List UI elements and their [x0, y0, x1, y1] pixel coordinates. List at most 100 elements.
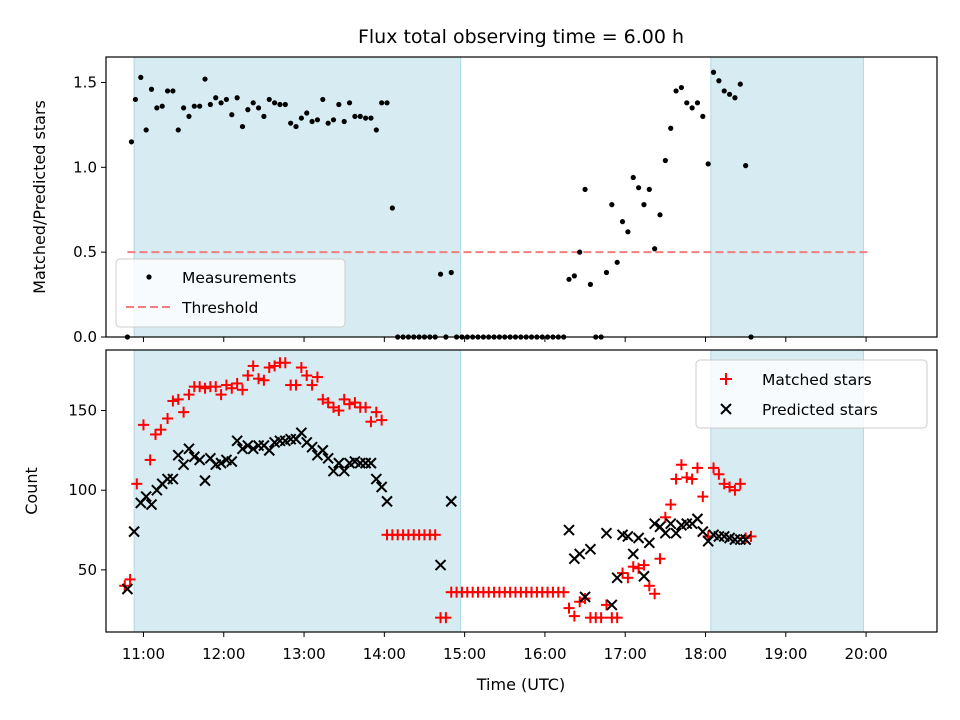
predicted-star-point	[215, 457, 227, 469]
matched-star-point	[665, 499, 677, 511]
measurement-point	[272, 100, 278, 106]
measurement-point	[154, 105, 160, 111]
y-tick-label: 0.0	[73, 328, 97, 346]
matched-star-point	[210, 381, 222, 393]
measurement-point	[191, 103, 197, 109]
matched-star-point	[649, 588, 661, 600]
y-tick-label: 50	[78, 561, 97, 579]
measurement-point	[571, 273, 577, 279]
predicted-star-point	[370, 473, 383, 485]
predicted-star-point	[322, 452, 334, 465]
measurement-point	[652, 246, 658, 252]
bottom-y-ticks: 50 100 150	[68, 402, 106, 579]
measurement-point	[304, 110, 310, 116]
legend-predicted-marker	[720, 403, 732, 415]
measurement-point	[293, 123, 299, 130]
measurement-point	[213, 95, 219, 101]
legend-predicted-label: Predicted stars	[762, 401, 878, 419]
predicted-star-point	[193, 454, 206, 466]
matched-star-point	[563, 602, 575, 614]
chart-title: Flux total observing time = 6.00 h	[358, 26, 684, 48]
measurement-point	[138, 74, 144, 80]
measurement-point	[239, 123, 246, 130]
predicted-star-point	[375, 481, 388, 493]
legend-matched-marker	[720, 373, 732, 385]
bottom-legend: Matched stars Predicted stars	[695, 359, 928, 429]
bottom-axes-frame	[105, 349, 938, 633]
measurement-point	[223, 96, 230, 103]
matched-star-point	[558, 586, 570, 598]
measurement-point	[625, 229, 631, 235]
measurement-point	[732, 95, 738, 101]
predicted-star-point	[611, 572, 623, 584]
matched-star-point	[376, 414, 388, 426]
bottom-legend-box	[695, 359, 928, 429]
measurement-point	[148, 86, 155, 92]
matched-star-point	[247, 360, 259, 372]
top-y-axis-label: Matched/Predicted stars	[30, 100, 49, 294]
matched-star-point	[670, 473, 682, 485]
measurement-point	[673, 88, 679, 94]
measurement-point	[373, 127, 379, 133]
predicted-star-point	[664, 517, 677, 530]
measurement-point	[368, 115, 374, 121]
matched-star-point	[322, 397, 334, 409]
matched-star-point	[155, 424, 167, 436]
observing-window-shade	[710, 57, 864, 337]
matched-star-point	[579, 593, 591, 605]
matched-star-point	[600, 599, 612, 611]
predicted-star-point	[579, 591, 591, 603]
matched-star-point	[150, 428, 162, 440]
measurement-point	[614, 259, 620, 265]
x-tick-label: 19:00	[764, 645, 807, 663]
measurement-point	[320, 96, 326, 103]
predicted-star-point	[563, 524, 575, 536]
x-tick-label: 18:00	[684, 645, 727, 663]
measurement-point	[721, 88, 727, 94]
measurement-point	[288, 120, 294, 126]
predicted-star-point	[177, 459, 190, 471]
measurement-point	[234, 95, 240, 101]
measurement-point	[255, 105, 262, 111]
matched-star-point	[659, 511, 671, 523]
measurement-point	[678, 84, 685, 91]
matched-star-point	[360, 401, 372, 413]
measurement-point	[341, 118, 347, 125]
matched-star-point	[253, 373, 265, 385]
predicted-star-point	[317, 444, 329, 457]
matched-star-point	[162, 413, 174, 425]
matched-star-point	[178, 406, 190, 418]
top-legend: Measurements Threshold	[115, 258, 346, 328]
measurement-point	[577, 249, 583, 255]
predicted-star-point	[242, 439, 254, 452]
matched-star-point	[295, 362, 307, 374]
y-tick-label: 150	[68, 402, 97, 420]
measurement-point	[132, 96, 139, 103]
predicted-star-point	[627, 548, 639, 560]
measurement-point	[309, 118, 315, 125]
predicted-star-point	[172, 449, 184, 461]
matched-star-point	[306, 379, 318, 391]
measurement-point	[582, 186, 588, 192]
matched-star-point	[199, 382, 211, 394]
measurement-point	[346, 100, 353, 106]
y-tick-label: 100	[68, 481, 97, 499]
matched-star-point	[729, 484, 741, 496]
top-y-ticks: 0.0 0.5 1.0 1.5	[73, 73, 106, 346]
measurement-point	[298, 115, 304, 121]
predicted-star-point	[247, 443, 259, 455]
measurement-point	[641, 202, 647, 208]
measurement-point	[743, 163, 749, 169]
predicted-star-point	[338, 465, 350, 477]
predicted-star-point	[121, 583, 134, 595]
measurement-point	[314, 117, 321, 123]
measurement-point	[389, 205, 395, 211]
matched-star-point	[365, 416, 377, 428]
measurement-point	[437, 271, 444, 277]
measurement-point	[181, 105, 187, 111]
measurement-point	[646, 186, 652, 192]
predicted-star-point	[691, 513, 704, 525]
matched-star-point	[131, 478, 143, 490]
predicted-star-point	[365, 457, 377, 469]
predicted-star-point	[167, 473, 179, 485]
